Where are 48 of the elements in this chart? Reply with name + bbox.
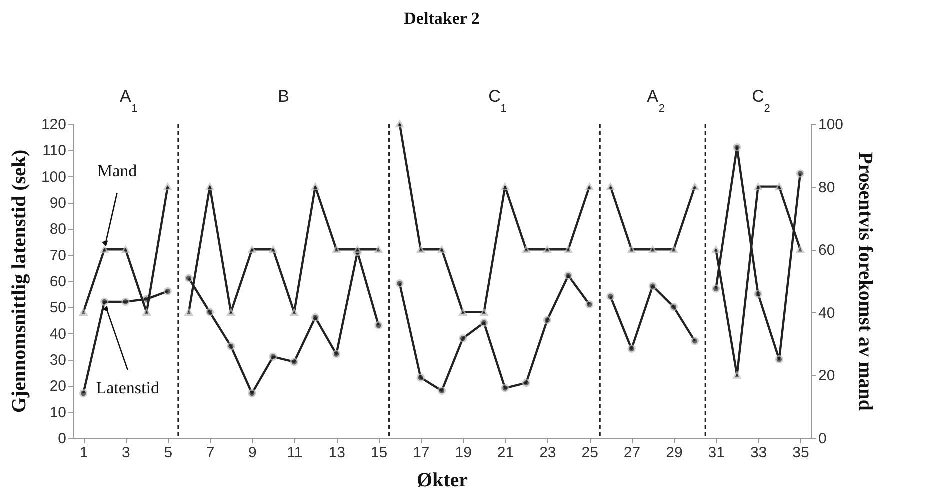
text: B [278,87,290,106]
y-tick-label: 60 [50,274,66,290]
x-tick-label: 33 [750,444,768,462]
text: A1 [120,87,138,115]
y2-axis-title: Prosentvis forekomst av mand [854,152,877,411]
y2-tick-label: 100 [818,116,844,134]
y-tick-label: 30 [50,352,66,369]
x-tick-label: 29 [666,444,683,462]
chart-title: Deltaker 2 [404,9,480,28]
x-tick-label: 7 [206,444,215,462]
y-tick-label: 50 [50,300,66,317]
y2-tick-label: 80 [818,179,836,196]
y-tick-label: 90 [50,195,66,212]
x-tick-label: 23 [540,444,556,462]
y-tick-label: 0 [58,430,66,448]
x-tick-label: 35 [792,444,810,462]
y2-tick-label: 60 [818,242,836,260]
x-tick-label: 19 [455,444,472,462]
x-tick-label: 9 [248,444,257,462]
x-tick-label: 21 [497,444,514,462]
y-tick-label: 80 [50,221,66,238]
x-tick-label: 25 [582,444,598,462]
series-label: Latenstid [96,378,160,398]
y-tick-label: 10 [50,404,66,422]
text: C1 [488,87,507,115]
text: C2 [752,87,770,115]
y2-tick-label: 0 [818,430,827,448]
x-tick-label: 27 [624,444,641,462]
y-tick-label: 100 [41,168,66,186]
y2-tick-label: 20 [818,368,836,385]
x-axis-title: Økter [416,470,468,492]
x-tick-label: 5 [164,444,173,462]
y-tick-label: 20 [50,378,66,396]
x-tick-label: 15 [370,444,388,462]
y-tick-label: 110 [42,142,66,160]
y-axis-title: Gjennomsnittlig latenstid (sek) [8,150,30,414]
y2-tick-label: 40 [818,304,836,322]
series-label: Mand [97,162,138,181]
x-tick-label: 13 [328,444,346,462]
x-tick-label: 3 [122,444,130,462]
x-tick-label: 1 [80,444,88,462]
y-tick-label: 40 [50,326,66,343]
x-tick-label: 31 [708,444,725,462]
x-tick-label: 17 [413,444,430,462]
x-tick-label: 11 [287,444,303,462]
text: A2 [647,87,665,115]
y-tick-label: 120 [41,116,66,134]
y-tick-label: 70 [50,247,66,264]
